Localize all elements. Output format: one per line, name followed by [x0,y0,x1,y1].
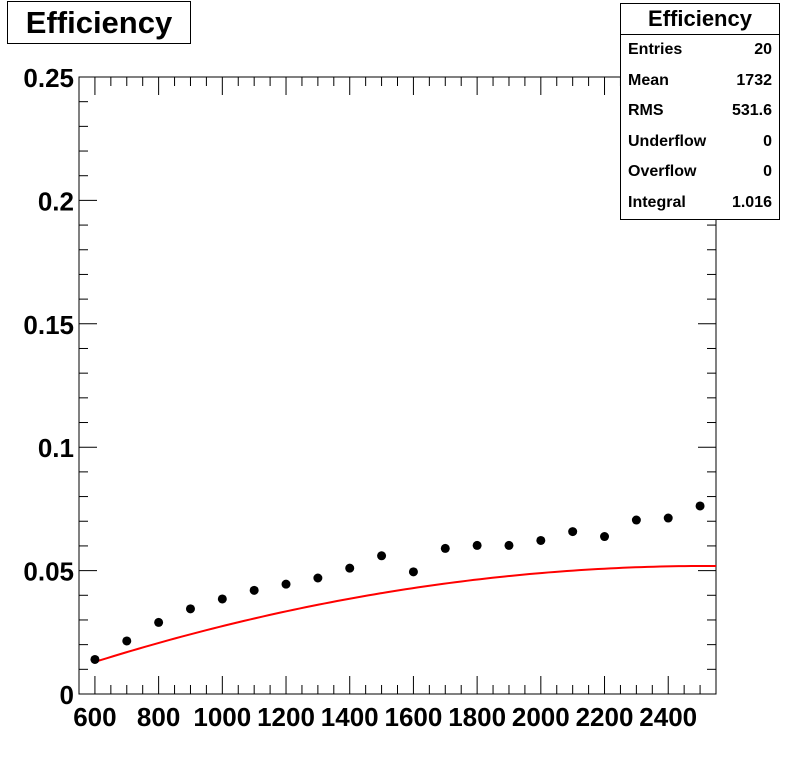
stats-key: Entries [628,41,683,58]
data-point [281,579,291,589]
fit-curve [94,564,717,663]
x-tick-label: 1600 [385,702,443,732]
stats-key: Integral [628,193,686,211]
data-point [185,604,195,614]
data-point [122,636,132,646]
data-point [217,594,227,604]
y-tick-label: 0.2 [38,186,74,216]
stats-key: Mean [628,71,669,89]
x-tick-label: 1400 [321,702,379,732]
points-layer [90,501,705,664]
x-tick-label: 1200 [257,702,315,732]
data-point [568,527,578,537]
stats-row-mean: Mean 1732 [621,66,779,97]
histogram-title: Efficiency [7,1,191,44]
data-point [600,532,610,542]
plot-axes: 0 0.05 0.1 0.15 0.2 0.25 600 800 1000 1200 1400 160… [23,63,717,732]
data-point [695,501,705,511]
data-point [504,540,514,550]
stats-row-integral: Integral 1.016 [621,188,779,219]
x-tick-label: 600 [73,702,116,732]
data-point [154,617,164,627]
stats-value: 0 [763,163,772,180]
x-tick-label: 2400 [639,702,697,732]
data-point [249,585,259,595]
stats-value: 1.016 [731,193,772,211]
x-tick-label: 1800 [448,702,506,732]
stats-value: 20 [754,41,772,58]
x-tick-label: 2200 [576,702,634,732]
y-tick-label: 0.25 [23,63,74,93]
stats-row-rms: RMS 531.6 [621,96,779,127]
y-tick-label: 0.15 [23,310,74,340]
data-point [345,563,355,573]
stats-row-underflow: Underflow 0 [621,127,779,158]
data-point [472,540,482,550]
x-tick-label: 800 [137,702,180,732]
x-tick-label: 1000 [193,702,251,732]
y-tick-label: 0.1 [38,433,74,463]
stats-key: Overflow [628,163,697,180]
data-point [90,654,100,664]
stats-value: 1732 [736,71,772,89]
data-point [440,543,450,553]
stats-value: 0 [763,132,772,150]
stats-key: Underflow [628,132,707,150]
stats-row-entries: Entries 20 [621,35,779,66]
y-tick-label: 0 [60,680,74,710]
stats-box: Efficiency Entries 20 Mean 1732 RMS 531.… [620,3,780,220]
data-point [631,515,641,525]
stats-value: 531.6 [731,102,772,119]
y-tick-label: 0.05 [23,557,74,587]
data-point [663,513,673,523]
fit-layer [94,564,717,663]
data-point [536,535,546,545]
x-tick-label: 2000 [512,702,570,732]
stats-row-overflow: Overflow 0 [621,157,779,188]
stats-key: RMS [628,102,664,119]
stats-title: Efficiency [621,4,779,35]
data-point [377,551,387,561]
data-point [313,573,323,583]
data-point [408,567,418,577]
